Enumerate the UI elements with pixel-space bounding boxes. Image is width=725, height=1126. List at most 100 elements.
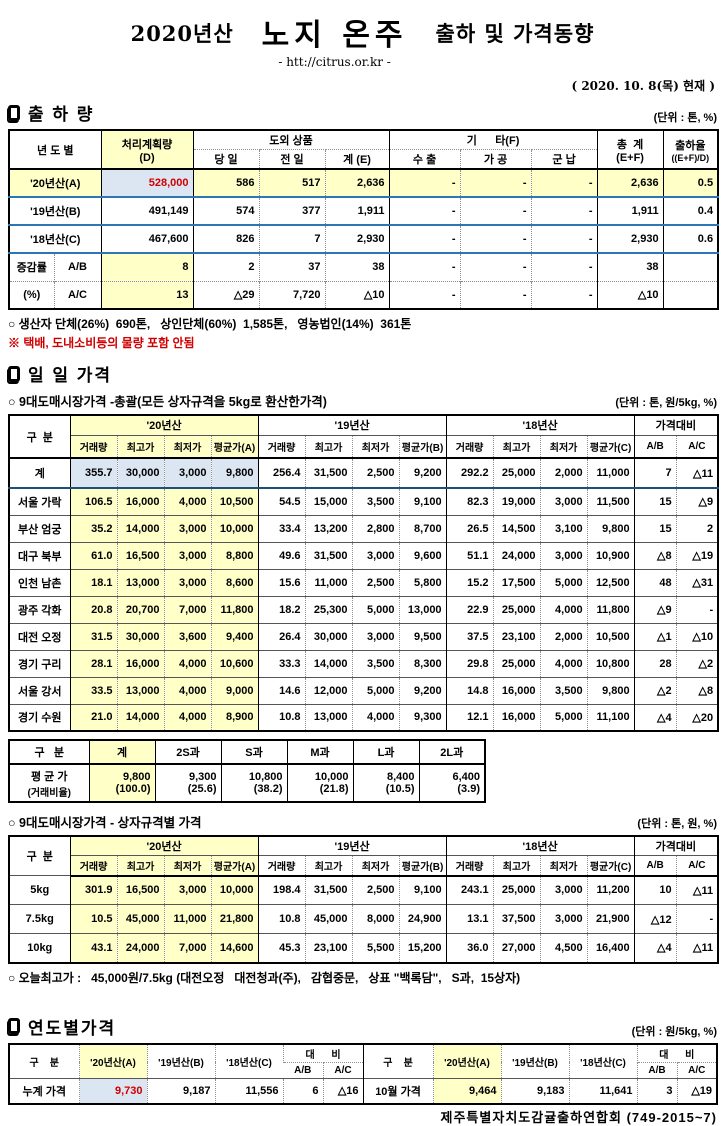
col-header-line: (D) <box>139 151 155 164</box>
cell: 11,641 <box>568 1077 638 1104</box>
cell: 43.1 <box>69 933 117 963</box>
cell: △31 <box>675 568 719 596</box>
cell: 7,720 <box>258 280 326 309</box>
cell: 14,500 <box>492 514 541 542</box>
row-label: 광주 각화 <box>9 595 70 623</box>
col-header: S과 <box>220 740 287 764</box>
cell: 37 <box>258 252 326 281</box>
row-label: A/C <box>53 280 102 309</box>
cell-value: 10,800 <box>248 771 283 783</box>
cell: 31,500 <box>304 875 353 905</box>
section-title-text: 출 하 량 <box>28 105 95 124</box>
col-header: 거래량 <box>257 855 306 877</box>
cell-value: 8,400 <box>386 771 415 783</box>
col-header: 대 비 <box>636 1043 718 1062</box>
col-header: 기 타(F) <box>388 130 598 150</box>
section-title-text: 일 일 가격 <box>28 366 113 385</box>
cell: 3,000 <box>539 541 588 569</box>
row-label: A/B <box>53 252 102 281</box>
title-year-label: 2020년산 <box>130 21 234 46</box>
cell: - <box>388 252 461 281</box>
row-label: 인천 남촌 <box>9 568 70 596</box>
cell: 9,800 <box>586 676 635 704</box>
cell: 292.2 <box>445 457 494 489</box>
col-header: 가격대비 <box>633 836 719 856</box>
row-label: 서울 강서 <box>9 676 70 704</box>
cell: 243.1 <box>445 875 494 905</box>
cell: 35.2 <box>69 514 117 542</box>
cell: 16,000 <box>492 676 541 704</box>
col-header: A/B <box>636 1061 678 1078</box>
row-label: 증감률 <box>9 252 54 281</box>
cell: 31,500 <box>304 457 353 489</box>
cell: 7,000 <box>163 595 211 623</box>
cell: △8 <box>633 541 677 569</box>
cell: - <box>459 196 532 225</box>
cell: 37,500 <box>492 904 541 934</box>
cell: 24,000 <box>492 541 541 569</box>
cell: - <box>530 224 598 253</box>
cell: 10,000 <box>210 514 259 542</box>
cell: - <box>388 280 461 309</box>
cell: - <box>675 595 719 623</box>
cell: 9,730 <box>78 1077 147 1104</box>
cell: 16,000 <box>116 487 164 515</box>
cell: 15.6 <box>257 568 306 596</box>
cell: △19 <box>675 541 719 569</box>
section-title-daily-price: 일 일 가격 <box>8 361 112 386</box>
size-data-row: 평 균 가 (거래비율) 9,800 (100.0) 9,300 (25.6) 10,… <box>9 763 485 802</box>
cell: △9 <box>675 487 719 515</box>
cell: 37.5 <box>445 622 494 650</box>
square-bullet-icon <box>8 365 20 382</box>
cell: △19 <box>676 1077 718 1104</box>
cell: 301.9 <box>69 875 117 905</box>
col-header: '19년산 <box>257 836 447 856</box>
cell: △8 <box>675 676 719 704</box>
cell: 3,000 <box>163 568 211 596</box>
cell: 54.5 <box>257 487 306 515</box>
cell: 13,000 <box>398 595 447 623</box>
cell: 3 <box>636 1077 678 1104</box>
cell: 3,600 <box>163 622 211 650</box>
cell: - <box>388 168 461 197</box>
cell: 2,000 <box>539 622 588 650</box>
cell: 1,911 <box>596 196 664 225</box>
yearly-price-table: 구 분 '20년산(A) '19년산(B) '18년산(C) 대 비 구 분 '… <box>8 1042 719 1105</box>
cell: 9,000 <box>210 676 259 704</box>
title-subject-label: 출하 및 가격동향 <box>435 21 595 46</box>
yearly-section-header: 연도별가격 (단위 : 원/5kg, %) <box>8 1014 717 1039</box>
cell: 33.3 <box>257 649 306 677</box>
daily-market-row: 대전 오정 31.5 30,000 3,600 9,400 26.4 30,00… <box>9 622 719 650</box>
col-header: 출하율 ((E+F)/D) <box>662 130 719 169</box>
box-size-row: 7.5kg 10.5 45,000 11,000 21,800 10.8 45,… <box>9 904 719 934</box>
col-header: 최저가 <box>539 855 588 877</box>
cell: 9,200 <box>398 676 447 704</box>
cell: - <box>530 280 598 309</box>
cell: 82.3 <box>445 487 494 515</box>
cell: 13 <box>100 280 194 309</box>
daily-subtitle-row: ○ 9대도매시장가격 -총괄(모든 상자규격을 5kg로 환산한가격) (단위 … <box>8 391 717 410</box>
cell: 15 <box>633 514 677 542</box>
cell: 2 <box>192 252 260 281</box>
cell: △2 <box>633 676 677 704</box>
cell: 3,000 <box>163 457 211 489</box>
cell: △2 <box>675 649 719 677</box>
daily-market-row: 서울 가락 106.5 16,000 4,000 10,500 54.5 15,… <box>9 487 719 515</box>
box-subtitle: ○ 9대도매시장가격 - 상자규격별 가격 <box>8 816 202 830</box>
daily-price-table: 구 분 '20년산 '19년산 '18년산 가격대비 거래량 최고가 최저가 평… <box>8 414 720 732</box>
cell: △11 <box>675 875 719 905</box>
row-label: '18년산(C) <box>9 224 102 253</box>
row-label: 누계 가격 <box>9 1077 79 1104</box>
cell: - <box>675 904 719 934</box>
section-title-yearly-price: 연도별가격 <box>8 1014 116 1039</box>
cell: 12.1 <box>445 703 494 731</box>
daily-market-row: 경기 구리 28.1 16,000 4,000 10,600 33.3 14,0… <box>9 649 719 677</box>
col-header: 최저가 <box>539 434 588 458</box>
cell: 528,000 <box>100 168 194 197</box>
cell: 491,149 <box>100 196 194 225</box>
cell: △16 <box>322 1077 364 1104</box>
col-header: 최고가 <box>304 855 353 877</box>
box-subheader-row: 거래량 최고가 최저가 평균가(A) 거래량 최고가 최저가 평균가(B) 거래… <box>9 855 719 877</box>
col-header: '18년산 <box>445 836 635 856</box>
section-title-shipment: 출 하 량 <box>8 100 94 125</box>
